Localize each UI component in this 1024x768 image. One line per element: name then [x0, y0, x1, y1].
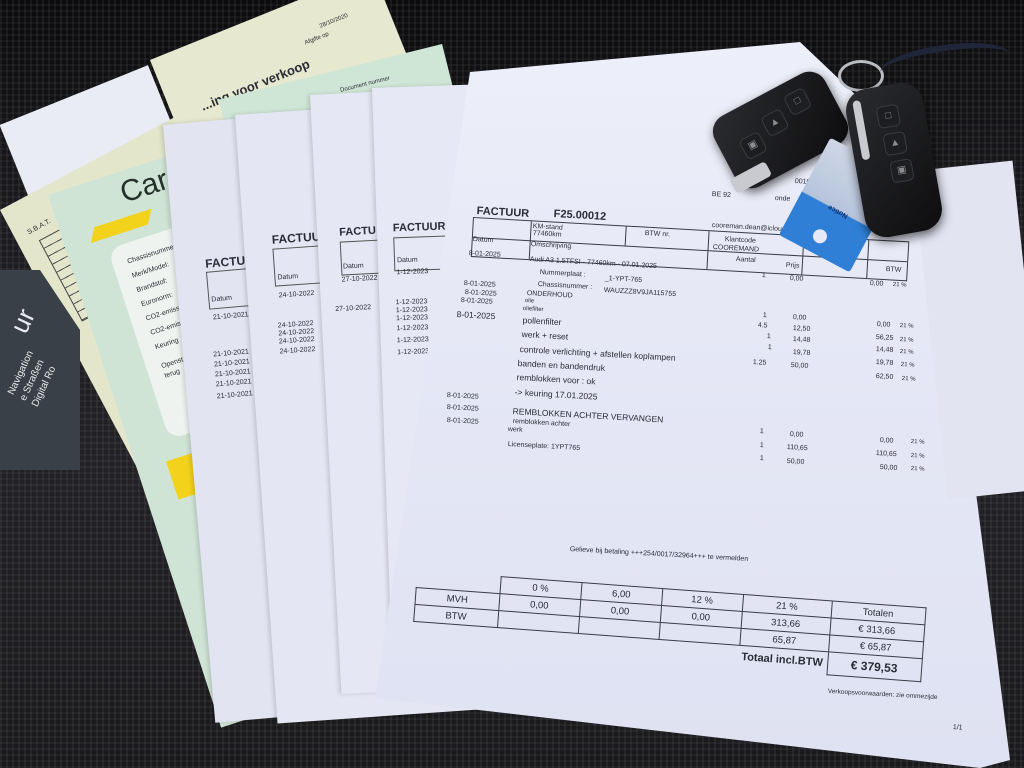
registration-date-label: Afgifte op: [304, 31, 330, 47]
invoice-date: 1-12-2023: [396, 268, 429, 277]
line-date: 8-01-2025: [456, 309, 496, 322]
line-price: 50,00: [790, 362, 809, 370]
line-price: 0,00: [789, 275, 804, 283]
invoice-date: 27-10-2022: [341, 274, 378, 284]
line-price: 19,78: [792, 349, 811, 357]
line-total: 19,78: [875, 359, 894, 367]
line-qty: 4.5: [757, 322, 768, 330]
line-date: 1-12-2023: [396, 336, 429, 345]
line-desc: pollenfilter: [522, 315, 562, 328]
line-date: 21-10-2021: [216, 390, 253, 401]
line-vat: 21 %: [892, 282, 907, 289]
line-total: 50,00: [879, 464, 898, 472]
line-desc: olie: [524, 298, 535, 305]
line-total: 0,00: [879, 437, 894, 445]
line-vat: 21 %: [899, 349, 914, 356]
datum-label: Datum: [396, 256, 418, 265]
line-total: 56,25: [875, 334, 894, 342]
line-date: 21-10-2021: [215, 378, 252, 389]
line-price: 14,48: [792, 336, 811, 344]
line-qty: 1: [761, 272, 766, 280]
line-vat: 21 %: [910, 439, 925, 446]
line-price: 0,00: [792, 314, 807, 322]
line-date: 21-10-2021: [213, 358, 251, 369]
line-price: 0,00: [789, 431, 804, 439]
address-fragment: BE 92: [711, 191, 732, 200]
address-fragment: onde: [774, 195, 791, 203]
invoice-date: 21-10-2021: [212, 311, 249, 322]
line-price: 110,65: [786, 444, 808, 453]
invoice-title: FACTUU: [271, 229, 321, 247]
aantal-label: Aantal: [735, 256, 756, 265]
line-qty: 1: [762, 312, 767, 320]
line-date: 21-10-2021: [214, 368, 251, 379]
line-date: 1-12-2023: [396, 324, 429, 333]
lock-button-icon: ▣: [738, 130, 769, 161]
trunk-button-icon: ▲: [760, 107, 790, 138]
line-total: 0,00: [869, 280, 884, 288]
line-date: 1-12-2023: [395, 306, 428, 315]
line-vat: 21 %: [900, 362, 915, 369]
line-total: 62,50: [875, 373, 894, 381]
line-vat: 21 %: [901, 376, 916, 383]
line-date: 24-10-2022: [278, 335, 315, 346]
line-desc: oliefilter: [522, 306, 544, 314]
line-total: 14,48: [875, 346, 894, 354]
line-price: 50,00: [786, 458, 805, 466]
line-total: 0,00: [876, 321, 891, 329]
line-date: 1-12-2023: [395, 298, 428, 307]
line-vat: 21 %: [910, 466, 925, 473]
datum-label: Datum: [342, 262, 364, 271]
unlock-button-icon: □: [782, 86, 813, 117]
btw-nr-label: BTW nr.: [644, 230, 671, 239]
line-qty: 1: [759, 428, 764, 436]
lock-button-icon: ▣: [889, 158, 915, 184]
line-desc: werk: [507, 426, 523, 434]
key-tag-text: Notice: [827, 203, 850, 220]
invoice-title: FACTU: [338, 224, 377, 239]
line-qty: 1: [759, 442, 764, 450]
registration-date: 28/10/2020: [318, 12, 349, 30]
line-qty: 1.25: [752, 359, 767, 367]
line-date: 1-12-2023: [395, 314, 429, 323]
page-number: 1/1: [952, 724, 963, 732]
line-total: 110,65: [875, 450, 897, 459]
line-date: 27-10-2022: [335, 304, 372, 313]
line-date: 24-10-2022: [279, 345, 316, 356]
line-qty: 1: [759, 455, 764, 463]
datum-label: Datum: [472, 236, 494, 245]
invoice-date: 24-10-2022: [278, 289, 315, 300]
trunk-button-icon: ▲: [882, 130, 908, 157]
line-price: 12,50: [792, 325, 811, 333]
prijs-label: Prijs: [785, 262, 800, 270]
invoice-title: FACTUUR: [392, 220, 446, 235]
unlock-button-icon: □: [875, 103, 902, 130]
line-vat: 21 %: [899, 323, 914, 330]
btw-label: BTW: [885, 266, 902, 274]
line-date: 1-12-2023: [397, 348, 430, 357]
line-vat: 21 %: [899, 337, 914, 344]
registration-code: S.B.A.T.: [26, 218, 53, 237]
line-qty: 1: [766, 333, 771, 341]
line-date: 21-10-2021: [212, 348, 250, 359]
line-qty: 1: [767, 344, 772, 352]
booklet-text: ur: [4, 304, 41, 338]
datum-label: Datum: [277, 273, 299, 282]
line-vat: 21 %: [910, 453, 925, 460]
